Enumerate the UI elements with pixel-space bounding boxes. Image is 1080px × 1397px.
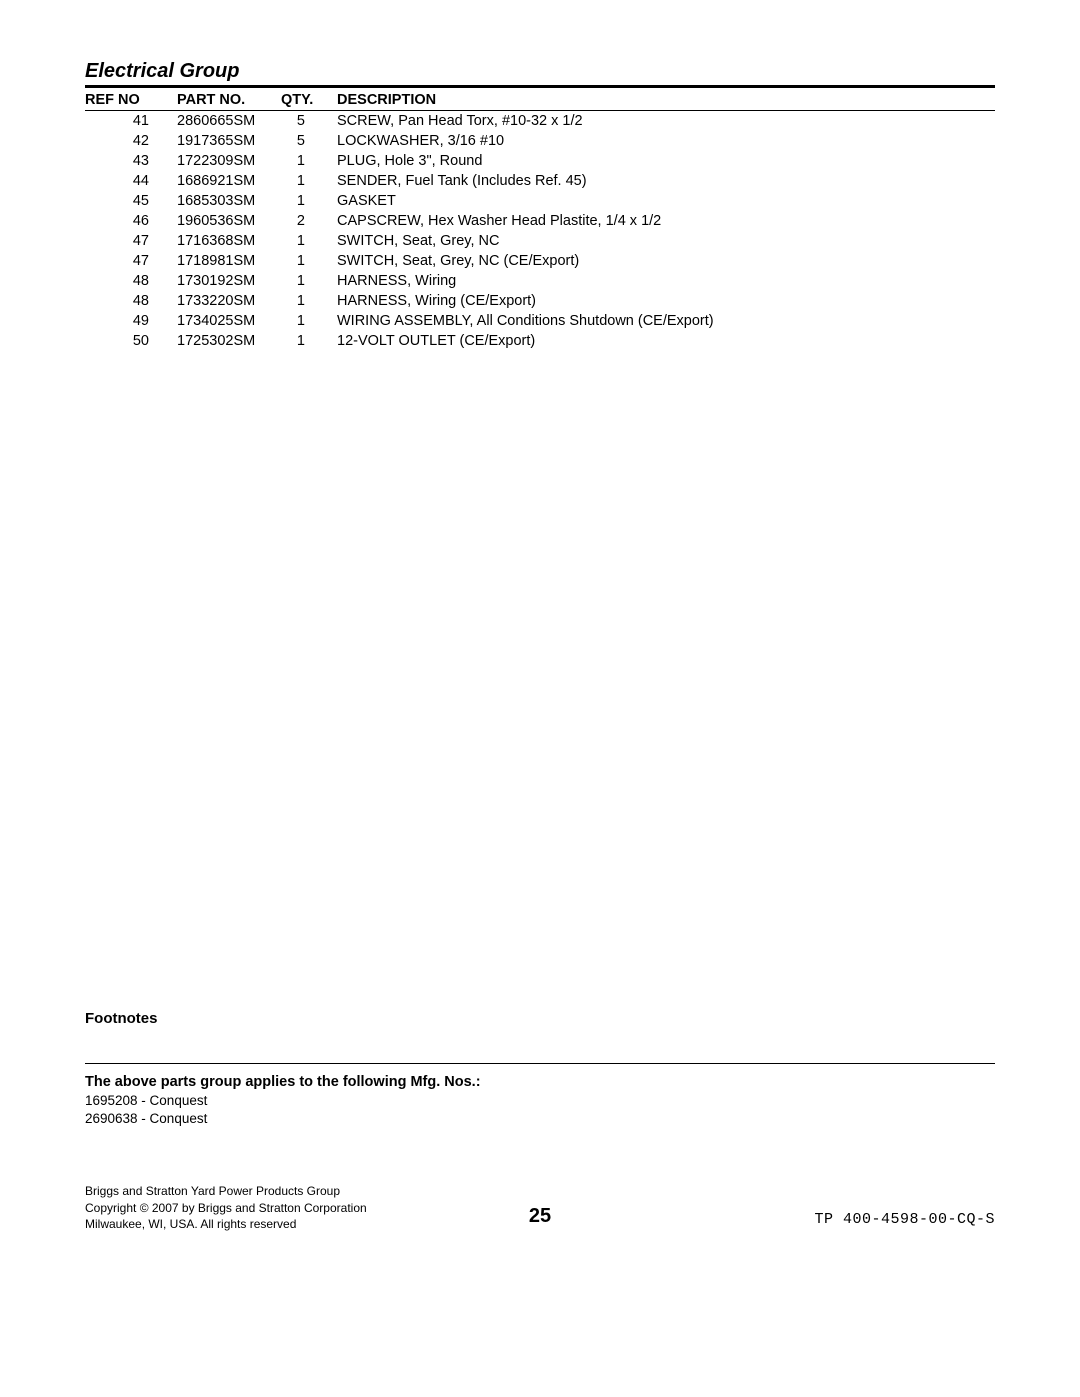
cell-qty: 1 <box>281 151 337 171</box>
table-row: 431722309SM1PLUG, Hole 3", Round <box>85 151 995 171</box>
cell-desc: SWITCH, Seat, Grey, NC <box>337 231 995 251</box>
table-header-row: REF NO PART NO. QTY. DESCRIPTION <box>85 90 995 111</box>
cell-part: 1722309SM <box>177 151 281 171</box>
page-footer: Briggs and Stratton Yard Power Products … <box>85 1177 995 1232</box>
cell-part: 1733220SM <box>177 291 281 311</box>
rule-top <box>85 85 995 88</box>
table-row: 412860665SM5SCREW, Pan Head Torx, #10-32… <box>85 111 995 132</box>
cell-ref: 46 <box>85 211 177 231</box>
mfg-title: The above parts group applies to the fol… <box>85 1074 995 1090</box>
footer-left-line: Briggs and Stratton Yard Power Products … <box>85 1183 367 1199</box>
cell-qty: 5 <box>281 111 337 132</box>
cell-part: 1917365SM <box>177 131 281 151</box>
table-row: 501725302SM112-VOLT OUTLET (CE/Export) <box>85 331 995 351</box>
cell-part: 1716368SM <box>177 231 281 251</box>
section-title: Electrical Group <box>85 60 995 83</box>
cell-desc: GASKET <box>337 191 995 211</box>
cell-part: 1718981SM <box>177 251 281 271</box>
parts-table: REF NO PART NO. QTY. DESCRIPTION 4128606… <box>85 90 995 351</box>
parts-tbody: 412860665SM5SCREW, Pan Head Torx, #10-32… <box>85 111 995 352</box>
table-row: 461960536SM2CAPSCREW, Hex Washer Head Pl… <box>85 211 995 231</box>
cell-desc: SWITCH, Seat, Grey, NC (CE/Export) <box>337 251 995 271</box>
mfg-list: 1695208 - Conquest2690638 - Conquest <box>85 1092 995 1128</box>
col-ref: REF NO <box>85 90 177 111</box>
cell-part: 1730192SM <box>177 271 281 291</box>
cell-part: 1960536SM <box>177 211 281 231</box>
cell-ref: 45 <box>85 191 177 211</box>
cell-desc: HARNESS, Wiring <box>337 271 995 291</box>
rule-mfg <box>85 1063 995 1064</box>
col-qty: QTY. <box>281 90 337 111</box>
cell-part: 1685303SM <box>177 191 281 211</box>
cell-ref: 44 <box>85 171 177 191</box>
cell-ref: 47 <box>85 231 177 251</box>
col-desc: DESCRIPTION <box>337 90 995 111</box>
table-row: 471716368SM1SWITCH, Seat, Grey, NC <box>85 231 995 251</box>
cell-part: 2860665SM <box>177 111 281 132</box>
table-row: 421917365SM5LOCKWASHER, 3/16 #10 <box>85 131 995 151</box>
cell-desc: PLUG, Hole 3", Round <box>337 151 995 171</box>
table-row: 441686921SM1SENDER, Fuel Tank (Includes … <box>85 171 995 191</box>
table-row: 451685303SM1GASKET <box>85 191 995 211</box>
cell-ref: 48 <box>85 291 177 311</box>
doc-code: TP 400-4598-00-CQ-S <box>814 1211 995 1228</box>
cell-part: 1686921SM <box>177 171 281 191</box>
cell-desc: LOCKWASHER, 3/16 #10 <box>337 131 995 151</box>
cell-ref: 41 <box>85 111 177 132</box>
cell-qty: 1 <box>281 331 337 351</box>
cell-part: 1734025SM <box>177 311 281 331</box>
cell-ref: 49 <box>85 311 177 331</box>
footnotes-label: Footnotes <box>85 1010 158 1027</box>
cell-desc: CAPSCREW, Hex Washer Head Plastite, 1/4 … <box>337 211 995 231</box>
cell-ref: 42 <box>85 131 177 151</box>
cell-qty: 1 <box>281 231 337 251</box>
cell-ref: 50 <box>85 331 177 351</box>
table-row: 471718981SM1SWITCH, Seat, Grey, NC (CE/E… <box>85 251 995 271</box>
cell-desc: HARNESS, Wiring (CE/Export) <box>337 291 995 311</box>
mfg-item: 2690638 - Conquest <box>85 1110 995 1128</box>
cell-qty: 1 <box>281 291 337 311</box>
cell-ref: 47 <box>85 251 177 271</box>
cell-part: 1725302SM <box>177 331 281 351</box>
cell-qty: 1 <box>281 171 337 191</box>
table-row: 491734025SM1WIRING ASSEMBLY, All Conditi… <box>85 311 995 331</box>
cell-qty: 2 <box>281 211 337 231</box>
cell-desc: 12-VOLT OUTLET (CE/Export) <box>337 331 995 351</box>
cell-desc: SCREW, Pan Head Torx, #10-32 x 1/2 <box>337 111 995 132</box>
cell-qty: 1 <box>281 251 337 271</box>
cell-qty: 1 <box>281 191 337 211</box>
col-part: PART NO. <box>177 90 281 111</box>
cell-ref: 43 <box>85 151 177 171</box>
cell-qty: 1 <box>281 271 337 291</box>
mfg-block: The above parts group applies to the fol… <box>85 1074 995 1128</box>
cell-desc: WIRING ASSEMBLY, All Conditions Shutdown… <box>337 311 995 331</box>
table-row: 481730192SM1HARNESS, Wiring <box>85 271 995 291</box>
table-row: 481733220SM1HARNESS, Wiring (CE/Export) <box>85 291 995 311</box>
cell-qty: 1 <box>281 311 337 331</box>
mfg-item: 1695208 - Conquest <box>85 1092 995 1110</box>
cell-qty: 5 <box>281 131 337 151</box>
cell-desc: SENDER, Fuel Tank (Includes Ref. 45) <box>337 171 995 191</box>
cell-ref: 48 <box>85 271 177 291</box>
